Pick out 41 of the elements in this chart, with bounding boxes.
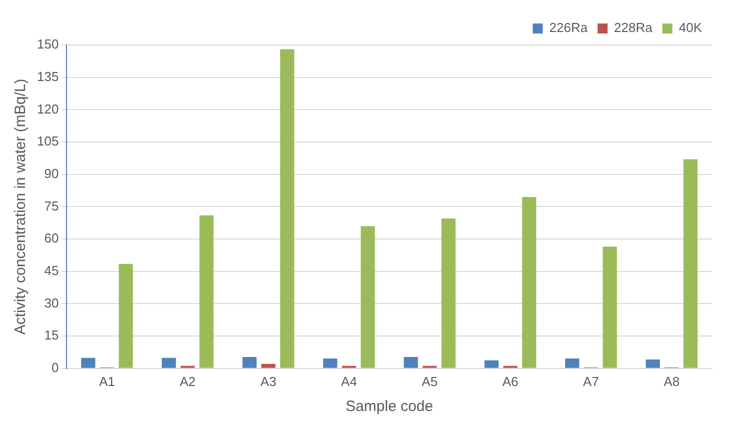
bar (683, 159, 698, 368)
x-tick-label: A3 (260, 374, 276, 389)
bar (199, 215, 214, 368)
y-tick-label: 135 (36, 68, 59, 84)
y-tick-label: 15 (44, 328, 59, 343)
y-tick-label: 105 (36, 134, 59, 149)
bar (565, 358, 580, 368)
y-tick-label: 90 (44, 166, 59, 181)
legend-label: 228Ra (614, 20, 654, 36)
bar (280, 49, 294, 368)
x-tick-label: A7 (583, 374, 599, 389)
bar (81, 358, 96, 368)
x-tick-label: A8 (664, 374, 680, 389)
y-tick-label: 0 (51, 360, 59, 375)
bar (404, 356, 418, 368)
x-tick-label: A1 (99, 374, 115, 389)
bar (646, 360, 660, 368)
y-tick-label: 45 (44, 262, 59, 278)
x-tick-label: A4 (341, 374, 357, 389)
bar (360, 226, 375, 368)
bar (522, 197, 536, 368)
y-tick-label: 30 (44, 295, 59, 310)
bar (162, 358, 176, 368)
x-axis-title: Sample code (346, 398, 434, 416)
y-tick-label: 75 (44, 198, 59, 214)
y-tick-label: 150 (36, 36, 59, 52)
x-tick-label: A5 (422, 374, 438, 389)
y-tick-label: 120 (36, 101, 59, 116)
x-tick-label: A6 (502, 374, 518, 389)
x-tick-label: A2 (180, 374, 196, 389)
bar (323, 358, 338, 368)
y-tick-label: 60 (44, 230, 59, 246)
bar (441, 218, 456, 368)
bar (602, 246, 617, 368)
legend-label: 40K (678, 20, 702, 36)
y-axis-title: Activity concentration in water (mBq/L) (12, 78, 30, 335)
legend-label: 226Ra (549, 20, 588, 36)
bar (242, 356, 257, 368)
bar (118, 264, 133, 368)
bar (261, 364, 276, 368)
bar (484, 360, 499, 368)
